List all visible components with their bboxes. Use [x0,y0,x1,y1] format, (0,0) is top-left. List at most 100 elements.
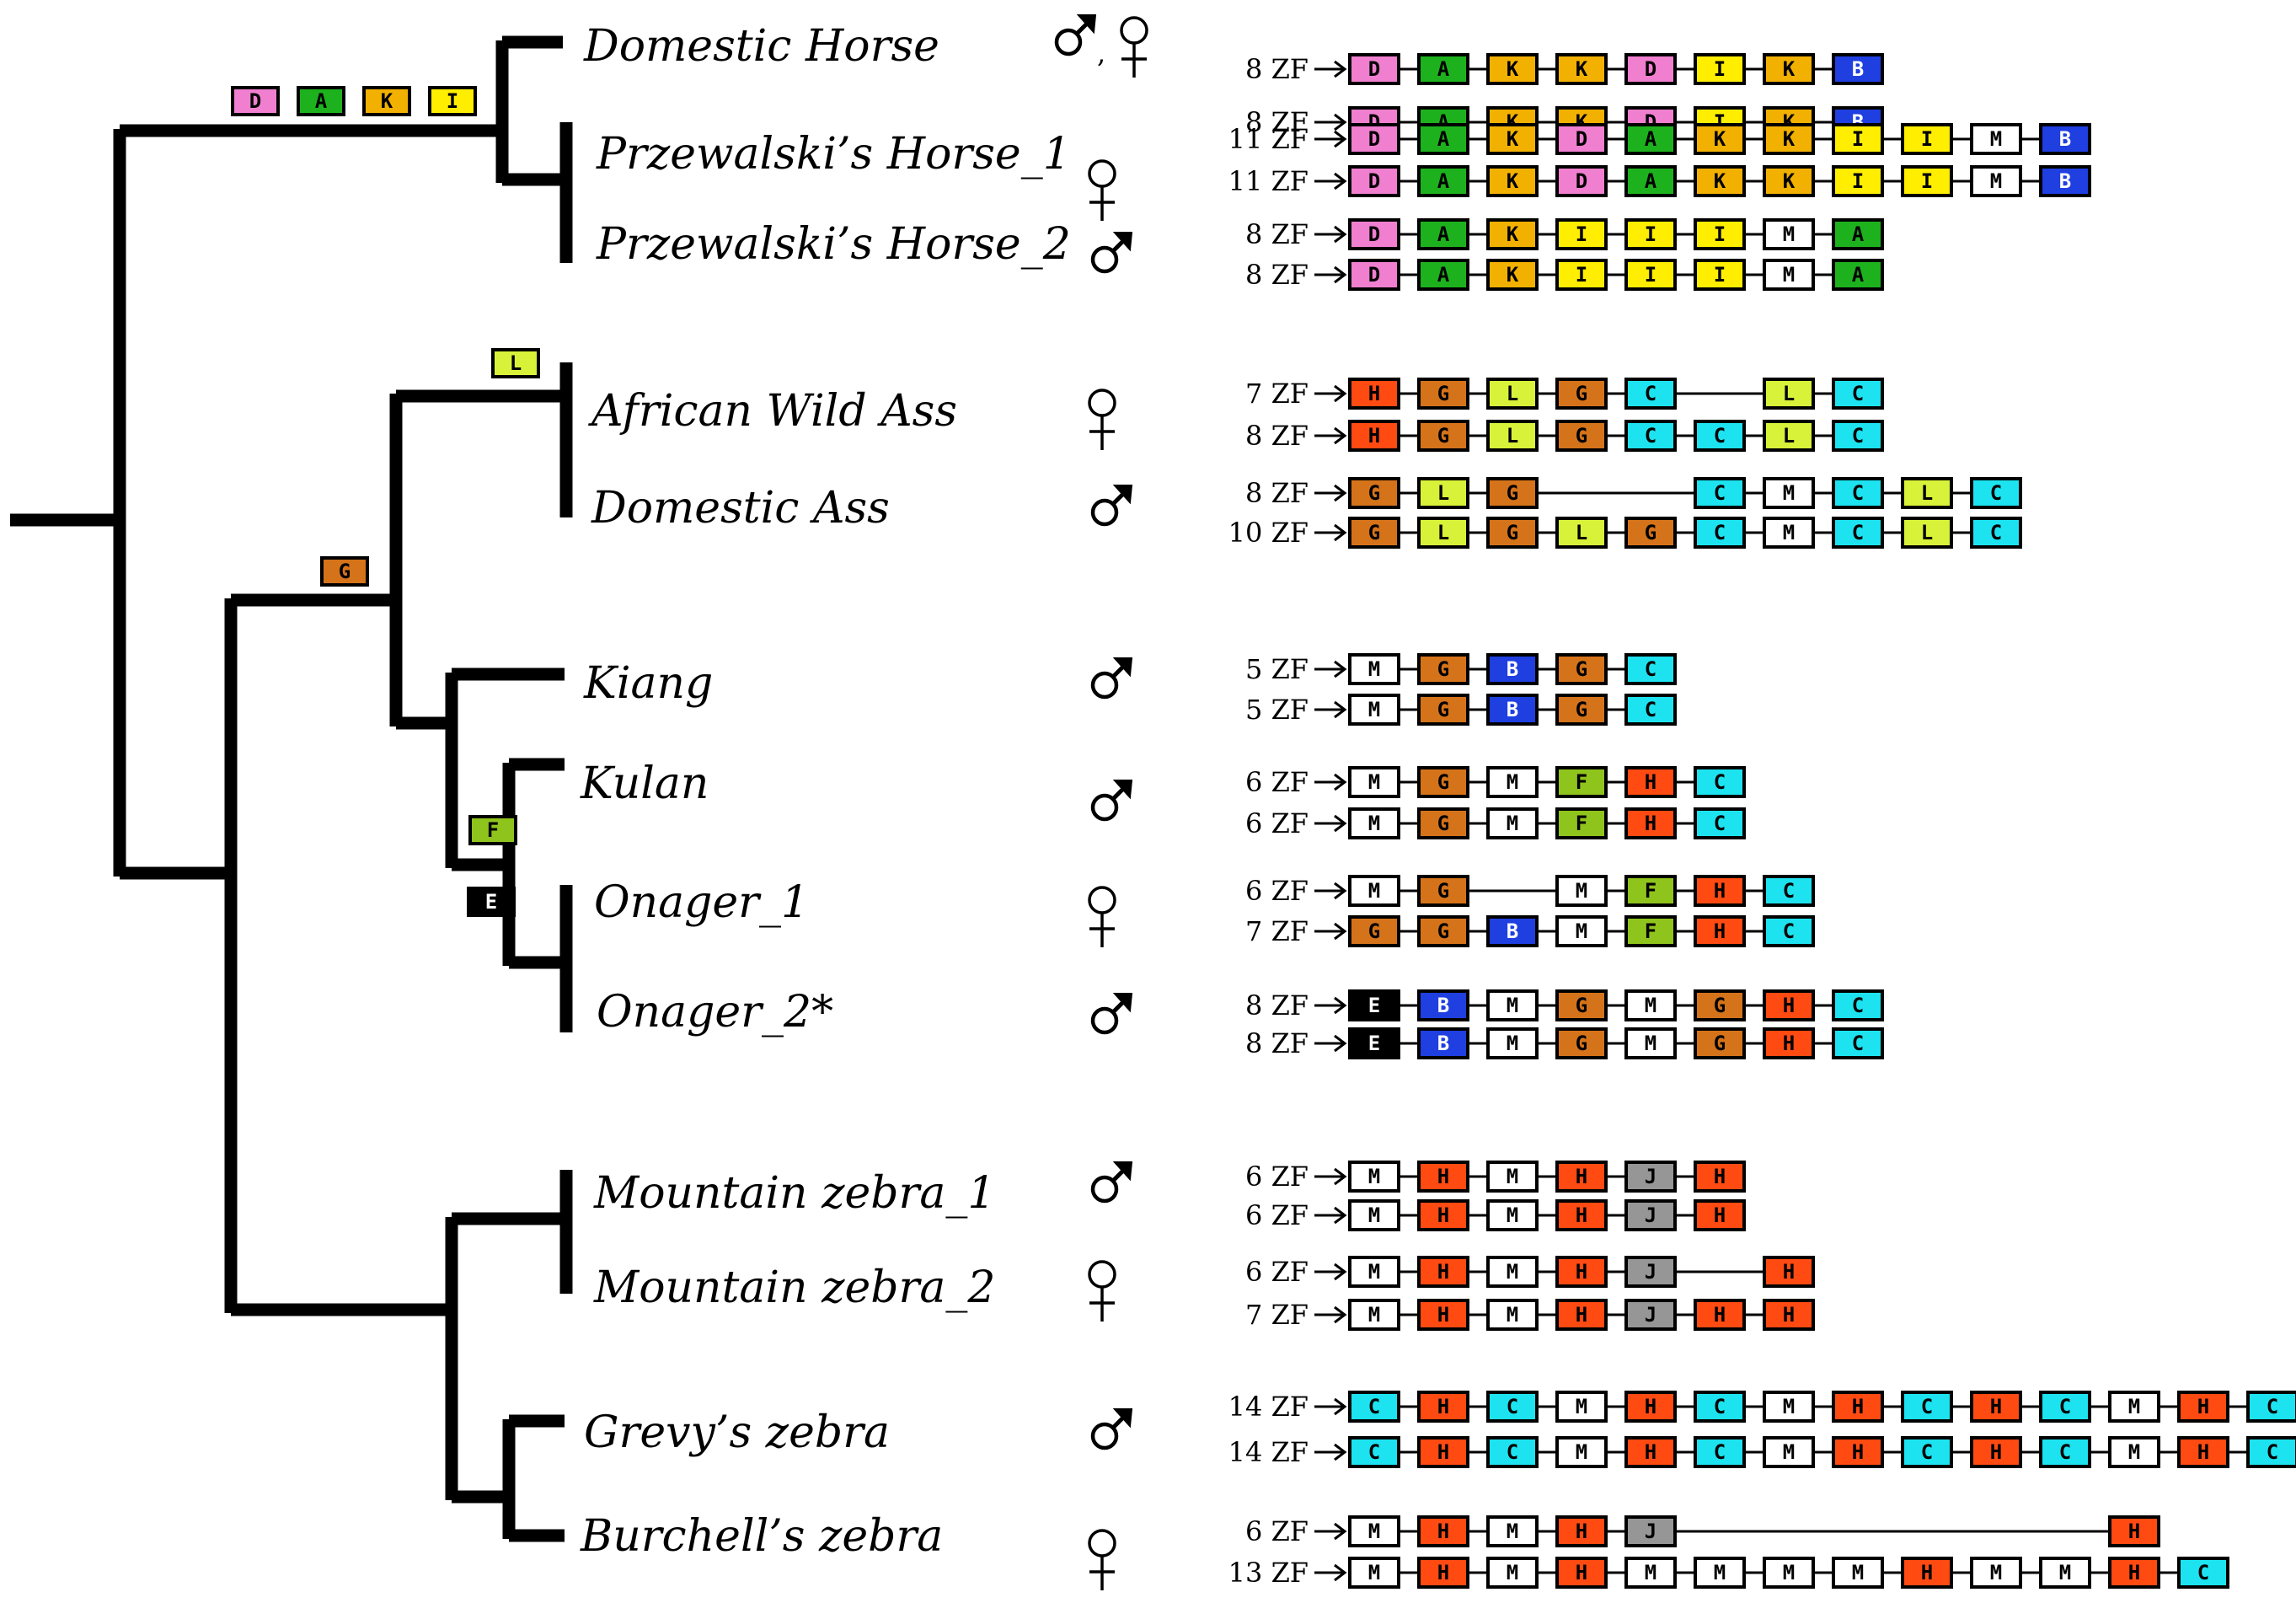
zf-count-label: 6 ZF [1245,1256,1309,1288]
zf-motif-label: G [1576,1032,1587,1055]
branch-marker-label: G [339,560,351,583]
zf-count-label: 8 ZF [1245,477,1309,509]
zf-motif-M [1486,1161,1539,1193]
zf-motif-label: H [2128,1561,2140,1584]
zf-motif-M [1624,1557,1677,1589]
zf-motif-label: K [1507,127,1519,151]
zf-motif-label: A [1852,222,1865,246]
zf-motif-L [1417,517,1469,549]
zf-motif-label: M [1990,127,2002,151]
zf-motif-M [1486,989,1539,1021]
zf-motif-L [1901,517,1953,549]
arrow-icon [1334,172,1347,190]
zf-motif-label: C [2059,1440,2071,1464]
zf-motif-M [1348,1515,1400,1547]
zf-motif-label: M [1507,1204,1518,1227]
allele-row-mountain-zebra-2-2: 7 ZF M H M H J H H [1245,1299,1815,1331]
zf-motif-label: M [1783,263,1795,287]
zf-motif-label: A [1437,169,1450,193]
zf-motif-label: L [1783,424,1795,448]
zf-motif-C [1970,517,2022,549]
tree-branch-horse-clade [120,35,573,263]
zf-motif-label: G [1368,521,1380,544]
zf-motif-label: G [1576,994,1587,1017]
zf-motif-label: H [1852,1395,1864,1418]
zf-motif-B [1417,989,1469,1021]
zf-motif-label: H [1645,812,1656,835]
zf-motif-C [1624,378,1677,410]
zf-motif-label: M [1368,1520,1380,1543]
zf-motif-label: H [2128,1520,2140,1543]
arrow-icon [1334,882,1347,900]
zf-motif-label: I [1645,222,1656,246]
zf-motif-label: G [1437,698,1449,721]
zf-motif-A [1417,259,1469,291]
arrow-icon [1334,523,1347,542]
female-icon [1088,1260,1116,1322]
zf-motif-label: G [1576,657,1587,681]
zf-motif-M [2108,1436,2160,1468]
species-label-mountain-zebra-1: Mountain zebra_1 [593,1168,995,1219]
zf-motif-G [1486,517,1539,549]
zf-motif-label: H [1714,1204,1726,1227]
zf-motif-label: L [1507,382,1518,405]
zf-motif-label: M [1990,1561,2002,1584]
zf-motif-H [1624,807,1677,839]
female-icon [1120,16,1148,78]
allele-row-kiang-1: 5 ZF M G B G C [1245,653,1677,685]
zf-motif-M [1555,915,1608,947]
zf-motif-label: C [1990,521,2002,544]
zf-motif-H [1694,875,1746,907]
arrow-icon [1334,773,1347,791]
zf-motif-label: F [1576,770,1587,794]
zf-motif-label: M [1507,812,1518,835]
arrow-icon [1334,426,1347,445]
branch-marker-label: I [447,89,458,113]
zf-motif-label: H [1437,1520,1449,1543]
zf-motif-label: H [1783,1260,1795,1284]
tree-branch-ass-clade [231,362,573,730]
zf-motif-J [1624,1515,1677,1547]
zf-motif-K [1694,165,1746,197]
allele-row-burchell-s-zebra-2: 13 ZF M H M H M M M M H M M H C [1228,1557,2229,1589]
zf-count-label: 6 ZF [1245,1515,1309,1547]
zf-motif-H [2177,1391,2229,1423]
zf-motif-label: H [1783,1303,1795,1327]
species-label-african-wild-ass: African Wild Ass [588,386,957,437]
arrow-icon [1334,265,1347,284]
zf-motif-C [1348,1391,1400,1423]
zf-motif-label: G [1437,812,1449,835]
allele-row-onager-2-2: 8 ZF E B M G M G H C [1245,1027,1884,1059]
arrow-icon [1334,1397,1347,1416]
zf-count-label: 5 ZF [1245,653,1309,685]
zf-motif-label: M [1368,1303,1380,1327]
zf-count-label: 8 ZF [1245,106,1309,138]
tree-branch-ass-zebra-stem [120,598,238,1313]
zf-motif-M [1348,1256,1400,1288]
branch-marker-horse-lineage-2 [297,86,345,116]
branch-marker-label: E [485,890,497,914]
zf-motif-L [1763,378,1815,410]
zf-motif-label: M [1507,1303,1518,1327]
zf-motif-B [2039,123,2091,155]
zf-count-label: 11 ZF [1228,123,1309,155]
sex-separator: , [1097,37,1105,69]
zf-motif-A [1832,259,1884,291]
zf-motif-label: L [1507,424,1518,448]
zf-motif-I [1624,259,1677,291]
zf-motif-label: I [1921,127,1933,151]
zf-motif-label: H [1576,1561,1587,1584]
zf-motif-C [1832,1027,1884,1059]
species-label-burchell-s-zebra: Burchell’s zebra [580,1511,943,1562]
zf-motif-label: K [1576,57,1588,81]
zf-motif-M [1486,1557,1539,1589]
species-label-grevy-s-zebra: Grevy’s zebra [584,1407,890,1458]
zf-motif-J [1624,1199,1677,1231]
zf-motif-H [1624,1436,1677,1468]
zf-motif-label: C [1645,424,1656,448]
zf-motif-label: C [1645,657,1656,681]
arrow-icon [1334,814,1347,833]
zf-motif-label: C [1507,1395,1518,1418]
branch-marker-label: A [315,89,328,113]
zf-motif-label: M [1368,1204,1380,1227]
